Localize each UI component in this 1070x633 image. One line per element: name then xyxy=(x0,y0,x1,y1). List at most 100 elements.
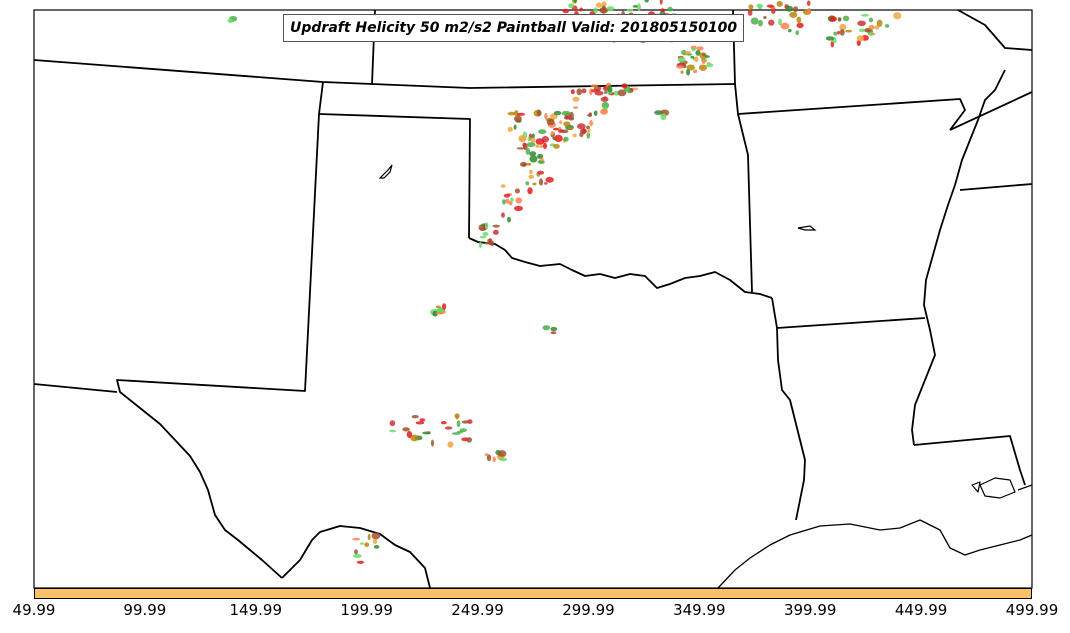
paintball-marker xyxy=(776,0,783,7)
paintball-marker xyxy=(588,122,594,125)
colorbar-tick-label: 149.99 xyxy=(229,601,283,619)
paintball-marker xyxy=(684,51,692,54)
paintball-marker xyxy=(228,17,233,24)
paintball-marker xyxy=(704,55,710,58)
paintball-marker xyxy=(580,128,587,134)
paintball-marker xyxy=(529,151,537,157)
paintball-marker xyxy=(593,7,598,14)
border-oklahoma-panhandle xyxy=(318,113,471,239)
border-north-east xyxy=(957,9,1033,51)
paintball-marker xyxy=(796,22,804,29)
paintball-marker xyxy=(356,560,365,564)
paintball-marker xyxy=(536,109,541,117)
paintball-marker xyxy=(444,426,453,430)
border-tx-la xyxy=(771,297,806,521)
paintball-marker xyxy=(527,187,533,195)
paintball-marker xyxy=(455,415,459,420)
paintball-marker xyxy=(568,127,573,131)
paintball-marker xyxy=(435,311,444,315)
paintball-marker xyxy=(527,136,531,142)
paintball-marker xyxy=(497,450,507,457)
paintball-marker xyxy=(531,133,535,139)
paintball-marker xyxy=(537,170,545,175)
paintball-marker xyxy=(789,11,798,18)
paintball-marker xyxy=(543,142,547,149)
paintball-marker xyxy=(456,420,461,428)
paintball-marker xyxy=(535,144,539,148)
paintball-marker xyxy=(371,532,381,540)
paintball-marker xyxy=(587,113,592,117)
border-mexico xyxy=(281,525,431,589)
paintball-marker xyxy=(431,439,434,447)
paintball-marker xyxy=(553,144,560,149)
paintball-marker xyxy=(411,415,419,419)
paintball-marker xyxy=(440,421,447,425)
paintball-marker xyxy=(576,88,582,96)
paintball-marker xyxy=(568,3,575,9)
border-red-river xyxy=(468,237,773,299)
gulf-coast-islands xyxy=(971,477,1033,499)
state-borders xyxy=(33,9,1033,589)
paintball-marker xyxy=(419,418,426,422)
paintball-marker xyxy=(507,216,511,223)
lake-texas-panhandle xyxy=(378,164,393,179)
paintball-marker xyxy=(756,3,763,8)
paintball-marker xyxy=(706,63,714,68)
paintball-marker xyxy=(364,542,370,547)
paintball-marker xyxy=(562,8,570,14)
paintball-marker xyxy=(696,46,704,51)
paintball-marker xyxy=(839,29,845,36)
paintball-marker xyxy=(484,222,489,230)
paintball-marker xyxy=(876,19,883,27)
paintball-marker xyxy=(526,142,536,148)
paintball-marker xyxy=(856,39,861,47)
paintball-marker xyxy=(526,162,532,166)
paintball-marker xyxy=(686,64,695,71)
border-ms-la xyxy=(913,435,1026,486)
paintball-marker xyxy=(544,112,548,120)
paintball-marker xyxy=(793,6,799,13)
paintball-marker xyxy=(660,113,667,121)
paintball-marker xyxy=(447,441,454,448)
paintball-marker xyxy=(367,533,371,541)
paintball-marker xyxy=(594,84,598,90)
paintball-marker xyxy=(667,6,673,12)
paintball-marker xyxy=(500,184,506,188)
paintball-marker xyxy=(535,138,545,145)
paintball-marker xyxy=(466,437,472,443)
paintball-marker xyxy=(845,29,853,33)
border-az-nm xyxy=(33,383,118,393)
paintball-marker xyxy=(677,56,686,63)
paintball-marker xyxy=(520,161,527,167)
paintball-marker xyxy=(680,70,684,74)
paintball-marker xyxy=(593,110,598,116)
border-tn xyxy=(949,91,1033,131)
paintball-marker xyxy=(514,110,519,117)
colorbar-tick-label: 299.99 xyxy=(562,601,615,619)
paintball-marker xyxy=(550,131,555,136)
paintball-marker xyxy=(591,88,600,93)
paintball-marker xyxy=(857,20,866,27)
paintball-marker xyxy=(538,178,544,186)
paintball-marker xyxy=(750,17,759,25)
paintball-marker xyxy=(600,108,608,115)
lakes xyxy=(378,164,817,231)
paintball-marker xyxy=(573,0,577,3)
paintball-marker xyxy=(572,133,577,138)
paintball-marker xyxy=(758,20,763,27)
paintball-marker xyxy=(659,0,663,5)
paintball-marker xyxy=(502,199,506,205)
paintball-marker xyxy=(538,129,547,135)
paintball-marker xyxy=(514,115,522,123)
paintball-marker xyxy=(858,28,865,33)
gulf-coast xyxy=(717,519,1033,589)
paintball-marker xyxy=(513,124,517,130)
paintball-marker xyxy=(686,68,691,76)
paintball-marker xyxy=(868,26,873,29)
paintball-marker xyxy=(406,431,413,438)
paintball-marker xyxy=(660,8,665,12)
paintball-marker xyxy=(552,136,557,141)
paintball-marker xyxy=(644,0,649,3)
paintball-marker xyxy=(599,7,609,14)
